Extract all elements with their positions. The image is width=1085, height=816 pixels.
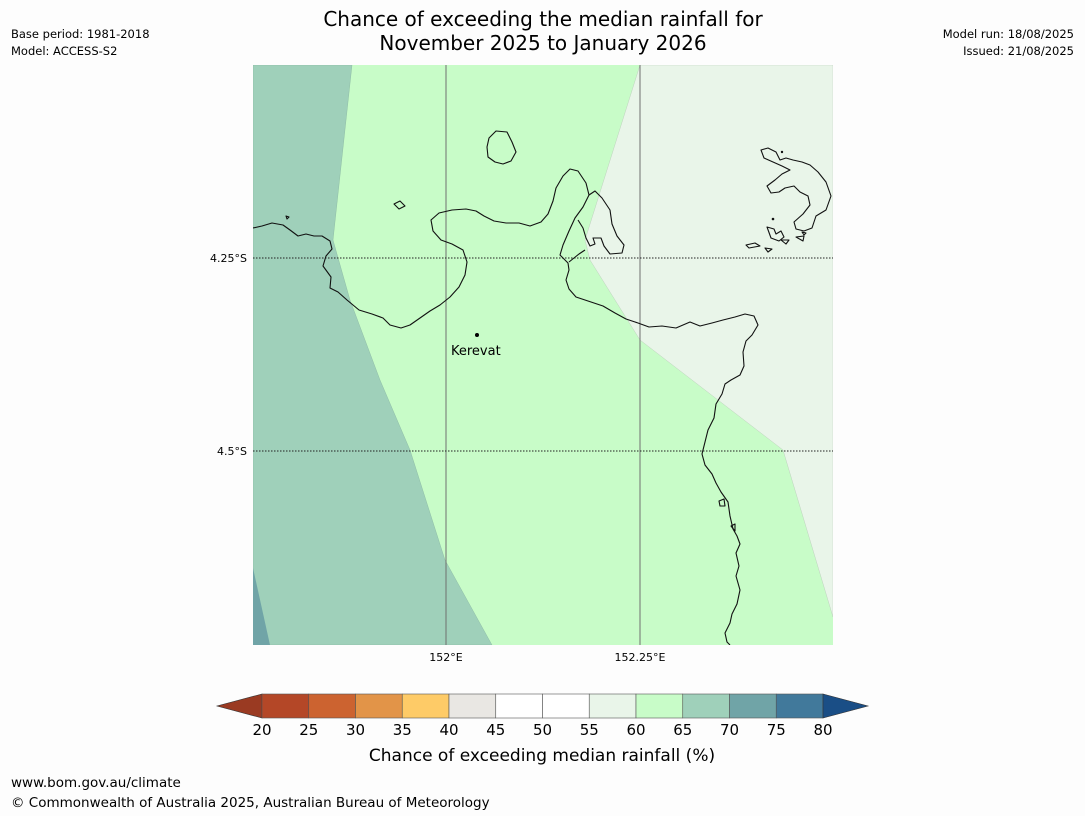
colorbar-segment (495, 693, 543, 719)
colorbar-segment (729, 693, 777, 719)
islet-dot-1 (285, 215, 290, 220)
footer-copyright: © Commonwealth of Australia 2025, Austra… (11, 795, 490, 811)
lon-label-152-25: 152.25°E (615, 651, 666, 664)
colorbar-tick-label: 25 (299, 721, 318, 739)
colorbar-segments (261, 693, 824, 719)
colorbar-tick-label: 20 (252, 721, 271, 739)
issued-text: Issued: 21/08/2025 (963, 44, 1074, 58)
colorbar-tick-label: 80 (813, 721, 832, 739)
map-area: Kerevat (253, 65, 833, 645)
title-line-1: Chance of exceeding the median rainfall … (323, 7, 763, 31)
coastline (253, 130, 832, 645)
colorbar-tick-label: 60 (626, 721, 645, 739)
lon-label-152: 152°E (429, 651, 462, 664)
islet-dot-3 (771, 217, 775, 221)
islet-small-1 (393, 200, 406, 210)
run-info: Model run: 18/08/2025 Issued: 21/08/2025 (943, 26, 1074, 60)
colorbar-ticks: 20 25 30 35 40 45 50 55 60 65 70 75 80 (252, 721, 832, 739)
colorbar-segment (308, 693, 356, 719)
colorbar: 20 25 30 35 40 45 50 55 60 65 70 75 80 Chance of exc… (215, 693, 870, 766)
coastline-gazelle-point (568, 190, 625, 263)
colorbar-segment (448, 693, 497, 719)
colorbar-tick-label: 45 (486, 721, 505, 739)
colorbar-segment (588, 693, 637, 719)
model-run-text: Model run: 18/08/2025 (942, 27, 1074, 41)
title-line-2: November 2025 to January 2026 (379, 31, 707, 55)
zone-55-60 (584, 65, 833, 618)
colorbar-tick-label: 70 (720, 721, 739, 739)
lat-label-4-25: 4.25°S (210, 252, 247, 265)
colorbar-segment (401, 693, 450, 719)
islet-south-2 (730, 523, 736, 532)
chart-title: Chance of exceeding the median rainfall … (243, 7, 843, 55)
islet-east-6 (801, 231, 807, 236)
colorbar-segment (542, 693, 590, 719)
colorbar-under-arrow (215, 693, 263, 719)
islet-east-4 (780, 239, 790, 245)
lat-label-4-5: 4.5°S (217, 445, 247, 458)
islet-east-1 (766, 226, 785, 242)
duke-of-york-islands (760, 147, 832, 232)
colorbar-title: Chance of exceeding median rainfall (%) (369, 746, 715, 766)
colorbar-tick-label: 50 (533, 721, 552, 739)
colorbar-over-arrow (822, 693, 870, 719)
kerevat-label: Kerevat (451, 344, 501, 359)
base-info: Base period: 1981-2018 Model: ACCESS-S2 (11, 26, 150, 60)
colorbar-segment (261, 693, 310, 719)
colorbar-segment (355, 693, 403, 719)
colorbar-tick-label: 30 (346, 721, 365, 739)
zone-65-70 (253, 65, 493, 645)
coastline-main (253, 168, 759, 645)
islet-dot-2 (780, 150, 784, 154)
kerevat-marker (475, 333, 479, 337)
island-north (486, 130, 517, 165)
colorbar-tick-label: 35 (393, 721, 412, 739)
colorbar-tick-label: 65 (673, 721, 692, 739)
zone-70-75 (253, 568, 270, 645)
islet-east-3 (764, 247, 773, 253)
islet-east-5 (795, 235, 805, 242)
islet-south-1 (718, 498, 726, 507)
colorbar-tick-label: 55 (580, 721, 599, 739)
footer-url: www.bom.gov.au/climate (11, 775, 181, 791)
colorbar-tick-label: 75 (767, 721, 786, 739)
islet-east-2 (745, 242, 761, 249)
colorbar-segment (635, 693, 684, 719)
colorbar-segment (775, 693, 824, 719)
colorbar-segment (682, 693, 730, 719)
base-period-text: Base period: 1981-2018 (11, 27, 150, 41)
colorbar-tick-label: 40 (439, 721, 458, 739)
model-text: Model: ACCESS-S2 (11, 44, 118, 58)
